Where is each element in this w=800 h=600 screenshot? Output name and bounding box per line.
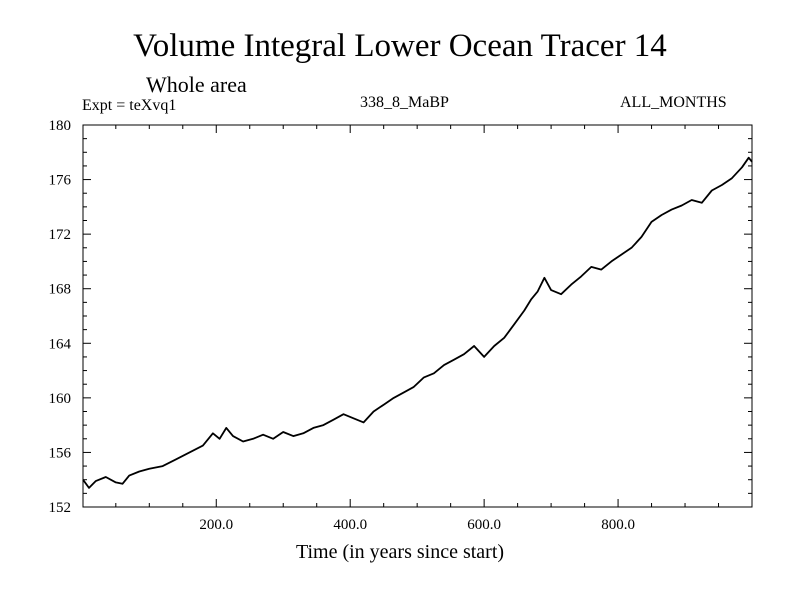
x-tick-label: 600.0 bbox=[467, 517, 501, 533]
y-tick-label: 172 bbox=[49, 227, 72, 243]
x-tick-label: 400.0 bbox=[333, 517, 367, 533]
series-line bbox=[82, 156, 753, 489]
x-tick-label: 800.0 bbox=[601, 517, 635, 533]
y-tick-label: 176 bbox=[49, 173, 72, 189]
plot-frame bbox=[82, 124, 753, 508]
season-label: ALL_MONTHS bbox=[620, 94, 727, 111]
y-tick-label: 156 bbox=[49, 445, 72, 461]
y-tick-label: 164 bbox=[49, 336, 72, 352]
chart-subtitle: Whole area bbox=[146, 72, 247, 97]
chart-title: Volume Integral Lower Ocean Tracer 14 bbox=[133, 28, 667, 64]
y-tick-label: 152 bbox=[49, 500, 72, 516]
y-tick-label: 160 bbox=[49, 391, 72, 407]
run-name-label: 338_8_MaBP bbox=[360, 94, 449, 111]
y-tick-label: 168 bbox=[49, 282, 72, 298]
experiment-label: Expt = teXvq1 bbox=[82, 97, 177, 114]
y-tick-label: 180 bbox=[49, 118, 72, 134]
x-tick-label: 200.0 bbox=[199, 517, 233, 533]
x-axis-label: Time (in years since start) bbox=[295, 541, 505, 563]
